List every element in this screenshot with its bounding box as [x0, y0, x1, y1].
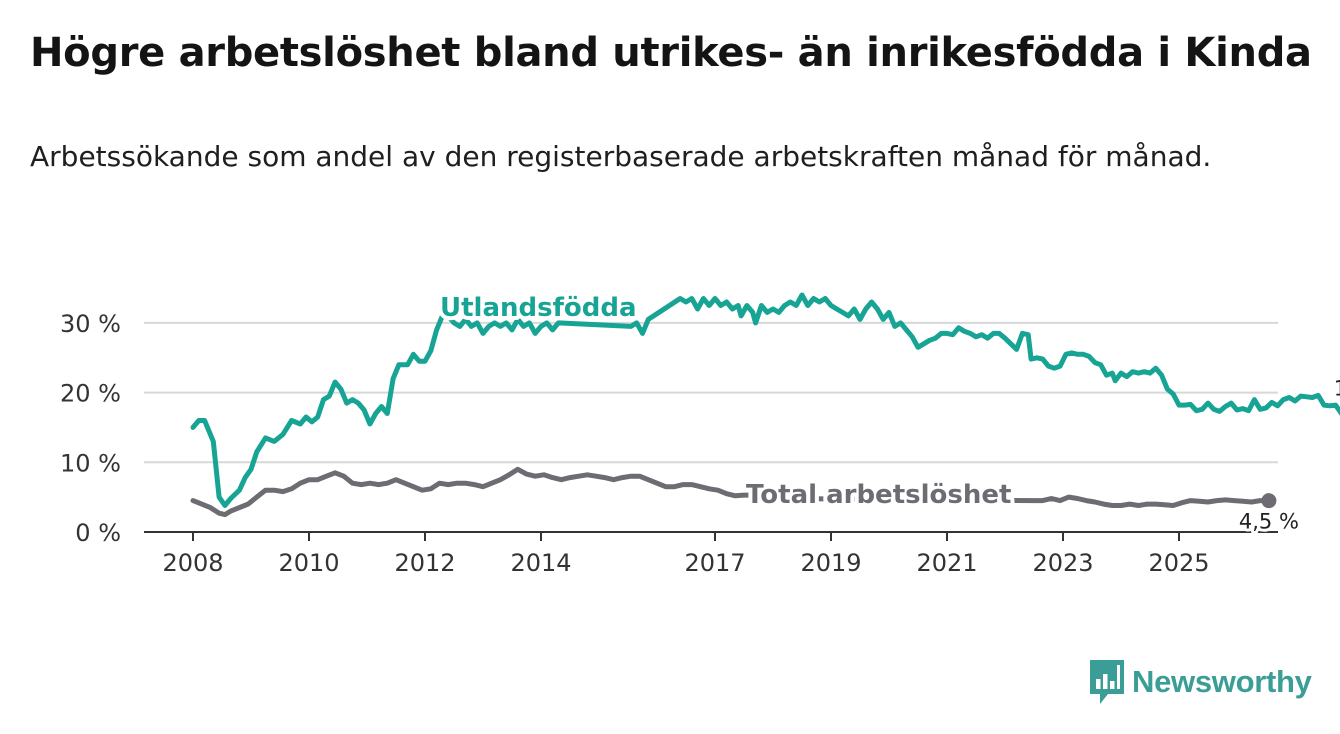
x-tick-label: 2010	[278, 549, 339, 577]
y-tick-label: 10 %	[60, 449, 121, 477]
y-tick-label: 20 %	[60, 380, 121, 408]
chart-title: Högre arbetslöshet bland utrikes- än inr…	[30, 30, 1312, 76]
newsworthy-logo: Newsworthy	[1090, 660, 1312, 704]
series-line-total	[190, 466, 1272, 518]
y-tick-label: 30 %	[60, 310, 121, 338]
series-lines	[190, 292, 1340, 518]
series-end-value-label: 17,6 %	[1334, 376, 1340, 400]
grid-lines	[144, 321, 1278, 533]
x-tick-label: 2025	[1148, 549, 1209, 577]
x-tick-label: 2019	[800, 549, 861, 577]
x-tick-label: 2023	[1032, 549, 1093, 577]
x-tick-label: 2012	[394, 549, 455, 577]
series-labels: Utlandsfödda 17,6 % Total arbetslöshet 4,5 …	[436, 289, 1340, 537]
brand-name: Newsworthy	[1132, 664, 1312, 699]
x-tick-label: 2021	[916, 549, 977, 577]
x-tick-label: 2008	[162, 549, 223, 577]
series-end-value-label: 4,5 %	[1239, 510, 1299, 534]
series-end-point	[1261, 493, 1277, 509]
newsworthy-logo-icon	[1090, 660, 1124, 704]
series-name-label: Utlandsfödda	[440, 293, 637, 323]
y-tick-label: 0 %	[75, 519, 121, 547]
series-line-utlandsfodda	[190, 292, 1340, 508]
y-axis-ticks: 0 % 10 % 20 % 30 %	[60, 310, 121, 547]
x-axis-ticks: 2008 2010 2012 2014 2017 2019 2021 2023 2025	[162, 532, 1210, 577]
x-tick-label: 2017	[684, 549, 745, 577]
series-name-label: Total arbetslöshet	[746, 480, 1011, 510]
chart-subtitle: Arbetssökande som andel av den registerb…	[30, 140, 1212, 173]
x-tick-label: 2014	[510, 549, 571, 577]
